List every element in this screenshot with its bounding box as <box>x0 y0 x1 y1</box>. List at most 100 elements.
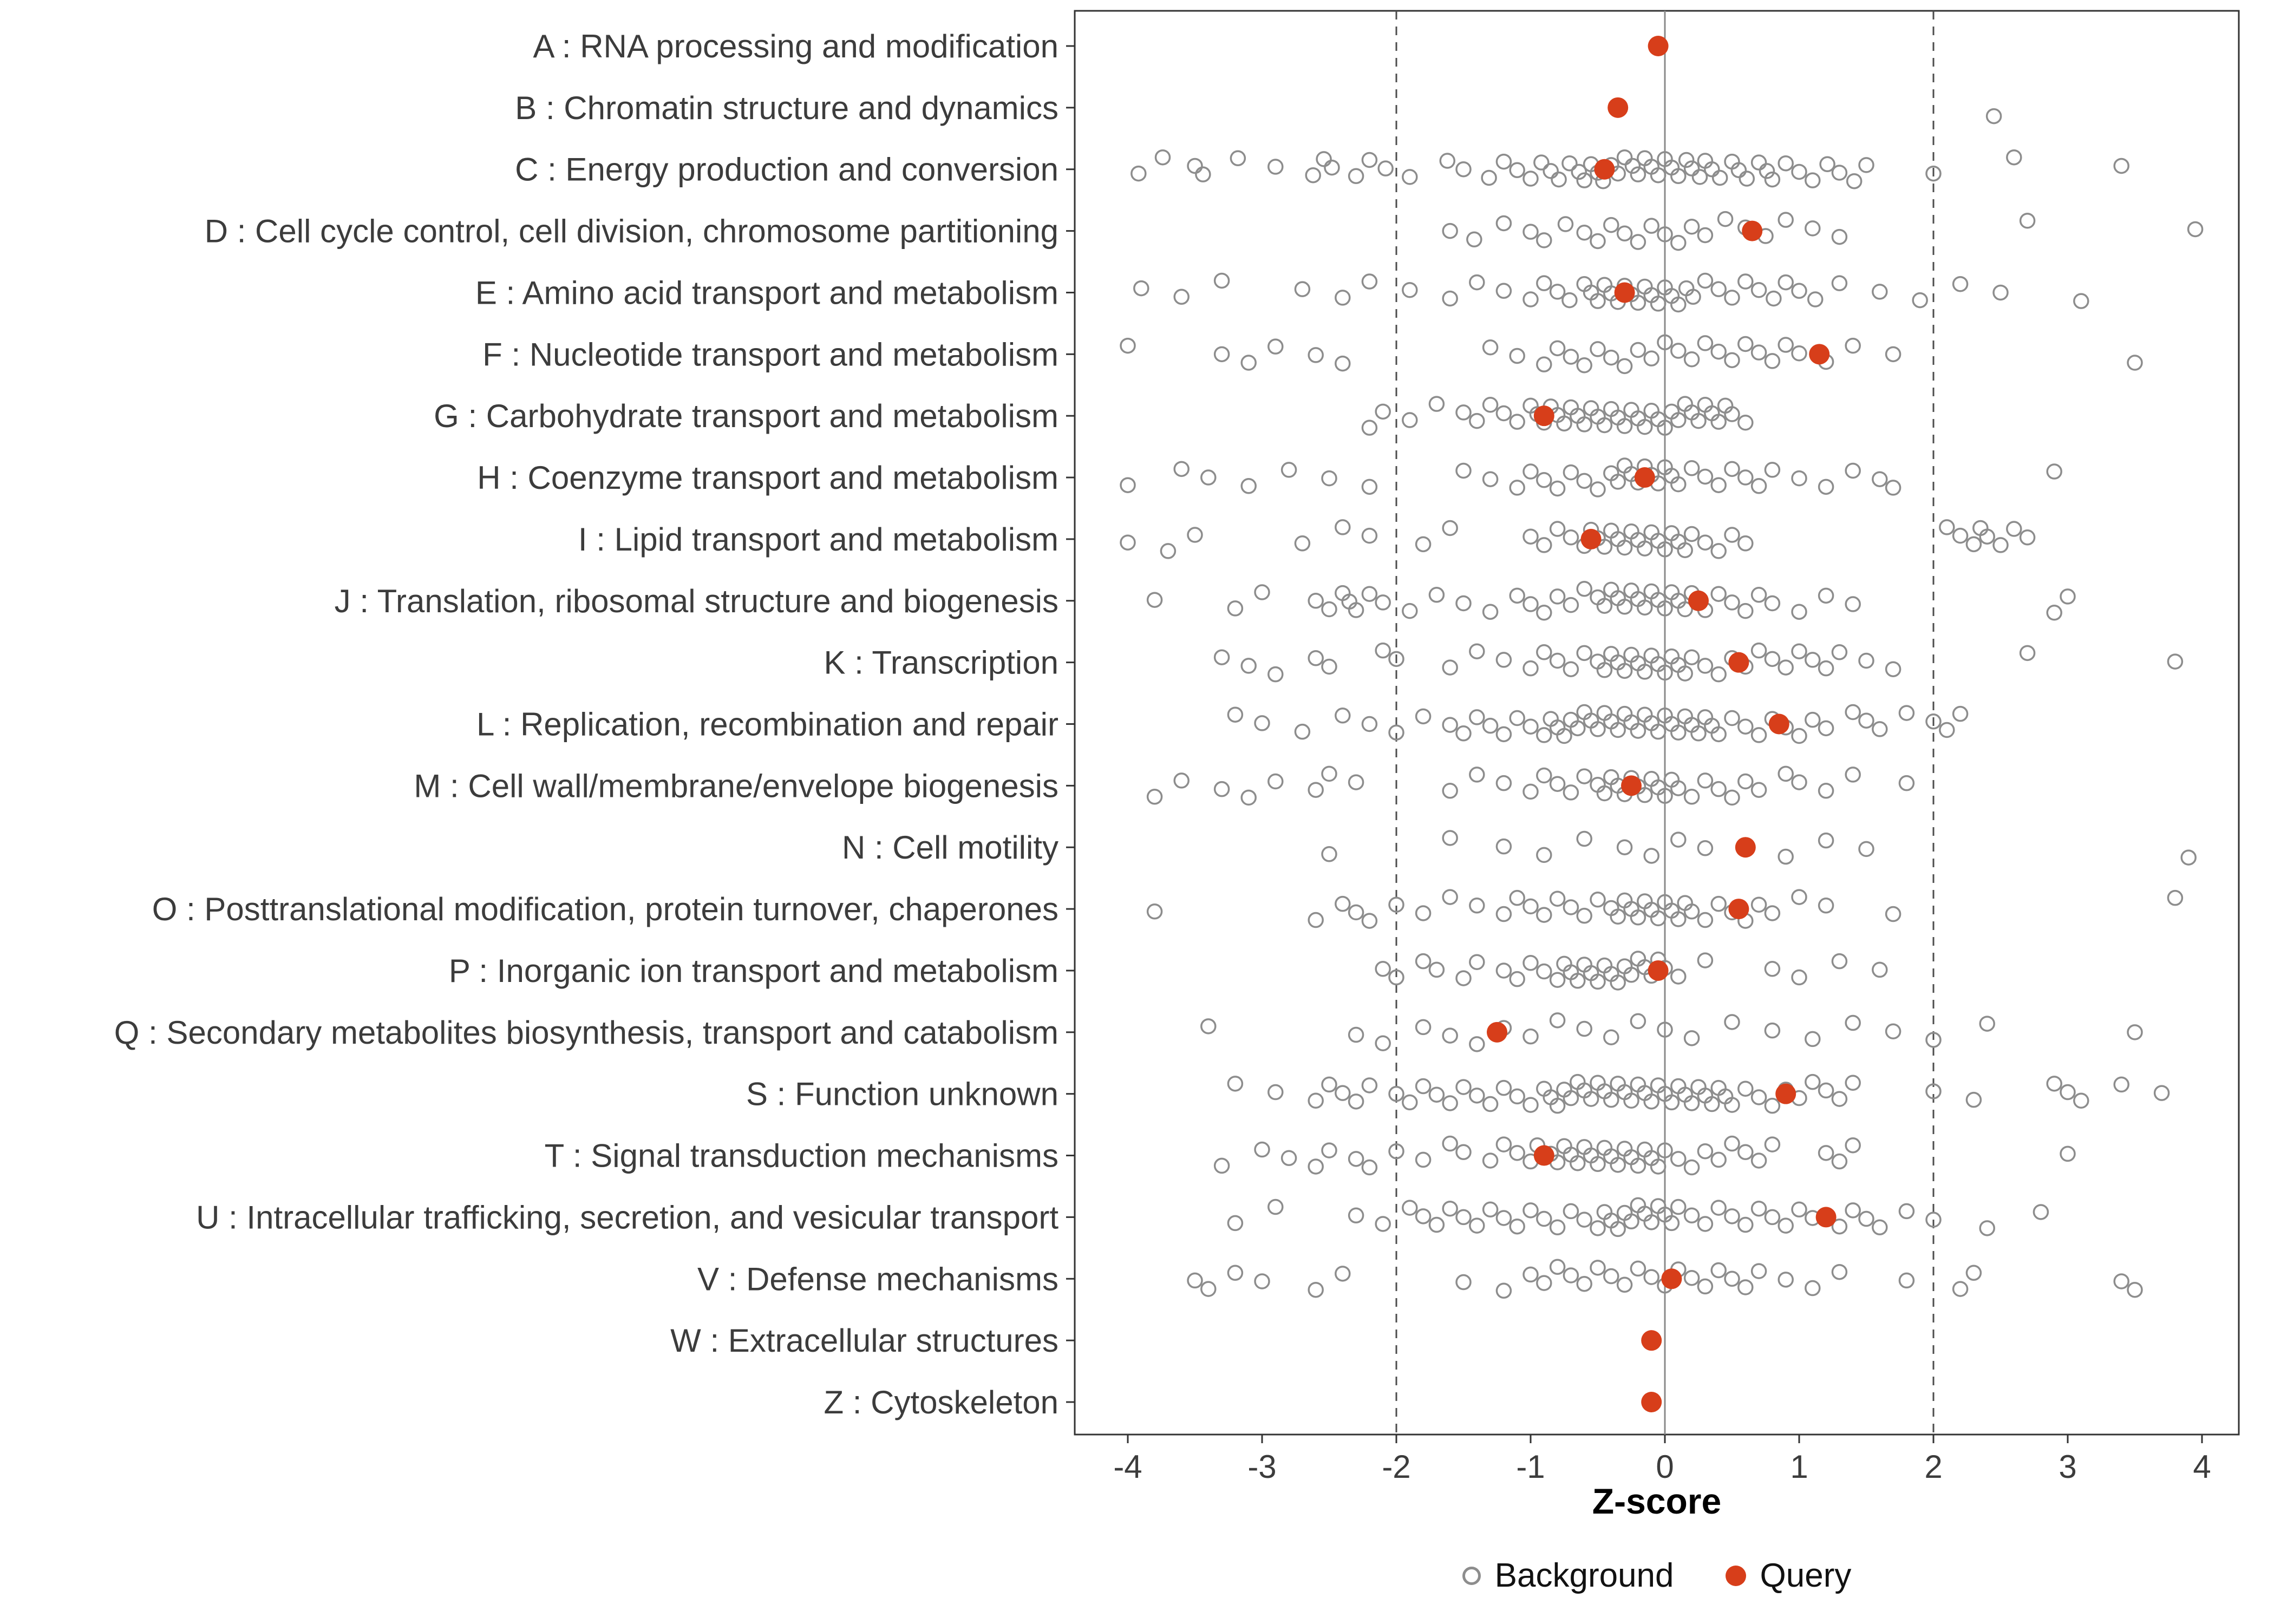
background-point <box>1576 473 1592 489</box>
background-point <box>1308 1158 1324 1175</box>
background-point <box>1683 460 1700 476</box>
background-point <box>1388 1143 1404 1160</box>
plot-panel <box>1074 10 2240 1436</box>
background-point <box>1415 905 1432 921</box>
background-point <box>1750 1200 1767 1217</box>
background-point <box>1657 600 1673 617</box>
background-point <box>1643 1093 1659 1110</box>
background-point <box>1469 1088 1485 1104</box>
background-point <box>1717 211 1734 227</box>
category-label: O : Posttranslational modification, prot… <box>152 891 1058 927</box>
background-point <box>1576 1212 1592 1228</box>
background-point <box>1925 1032 1942 1048</box>
background-point <box>1805 711 1821 728</box>
background-point <box>1670 234 1687 251</box>
background-point <box>1415 1208 1432 1224</box>
background-point <box>1495 153 1512 170</box>
background-point <box>1925 713 1942 730</box>
category-label: N : Cell motility <box>842 829 1058 866</box>
background-point <box>1415 1151 1432 1168</box>
background-point <box>1643 1214 1659 1230</box>
background-point <box>1321 1076 1337 1093</box>
background-point <box>1670 911 1687 927</box>
background-point <box>2046 1076 2062 1092</box>
category-label: K : Transcription <box>824 645 1058 681</box>
background-point <box>2073 293 2089 309</box>
background-point <box>1561 155 1578 172</box>
background-point <box>1630 234 1646 250</box>
background-point <box>1469 643 1485 659</box>
background-point <box>1616 599 1633 615</box>
background-point <box>1348 904 1364 921</box>
background-point <box>1683 526 1700 542</box>
background-point <box>1495 1136 1512 1152</box>
background-point <box>1361 273 1378 290</box>
background-point <box>1845 337 1861 354</box>
background-point <box>1764 1022 1781 1039</box>
background-point <box>1335 1085 1351 1101</box>
background-point <box>1536 963 1552 980</box>
background-point <box>1623 1092 1639 1109</box>
background-point <box>1596 598 1613 614</box>
background-point-icon <box>1462 1566 1481 1585</box>
background-point <box>1348 1026 1364 1043</box>
background-point <box>1120 477 1136 493</box>
x-axis-title: Z-score <box>1592 1481 1722 1521</box>
background-point <box>2187 221 2204 238</box>
background-point <box>1120 534 1136 551</box>
background-point <box>1750 896 1767 913</box>
background-point <box>1536 472 1552 488</box>
background-point <box>1227 600 1244 617</box>
background-point <box>1643 218 1659 234</box>
background-point <box>1764 462 1781 478</box>
background-point <box>1509 710 1525 726</box>
background-point <box>1557 216 1574 232</box>
background-point <box>1321 765 1337 782</box>
background-point <box>1415 953 1432 970</box>
background-point <box>1711 169 1728 186</box>
background-point <box>1442 1027 1458 1044</box>
background-point <box>1596 785 1613 802</box>
background-point <box>1495 283 1512 299</box>
background-point <box>1375 961 1391 977</box>
background-point <box>1724 710 1740 726</box>
background-point <box>1254 584 1270 600</box>
background-point <box>1536 356 1552 372</box>
background-point <box>1610 908 1626 925</box>
background-point <box>1677 601 1693 618</box>
background-point <box>1200 1281 1217 1297</box>
background-point <box>1831 275 1848 291</box>
background-point <box>1791 604 1807 620</box>
background-point <box>1439 153 1455 169</box>
background-point <box>1872 721 1888 737</box>
background-point <box>1616 539 1633 556</box>
background-point <box>1549 972 1566 988</box>
background-point <box>1495 775 1512 791</box>
background-point <box>1630 166 1646 182</box>
x-tick-label: -1 <box>1516 1449 1545 1485</box>
category-label: B : Chromatin structure and dynamics <box>515 90 1058 126</box>
background-point <box>1643 848 1659 864</box>
background-point <box>1173 461 1190 477</box>
background-point <box>1466 231 1482 248</box>
background-point <box>1536 727 1552 743</box>
background-point <box>1710 343 1727 360</box>
background-point <box>1764 595 1781 612</box>
background-point <box>1442 1200 1458 1217</box>
background-point <box>1818 720 1834 737</box>
background-point <box>1321 470 1337 487</box>
background-point <box>1576 907 1592 924</box>
background-point <box>1469 1217 1485 1234</box>
background-point <box>1683 1030 1700 1046</box>
background-point <box>1670 1199 1687 1215</box>
background-point <box>1455 161 1472 178</box>
background-point <box>1670 724 1687 741</box>
background-point <box>1590 721 1606 737</box>
background-point <box>1965 1265 1982 1281</box>
background-point <box>1522 596 1539 612</box>
background-point <box>1898 1203 1915 1220</box>
background-point <box>1724 1135 1740 1152</box>
background-point <box>1992 537 2009 553</box>
category-label: Z : Cytoskeleton <box>824 1384 1058 1420</box>
background-point <box>1509 587 1525 604</box>
